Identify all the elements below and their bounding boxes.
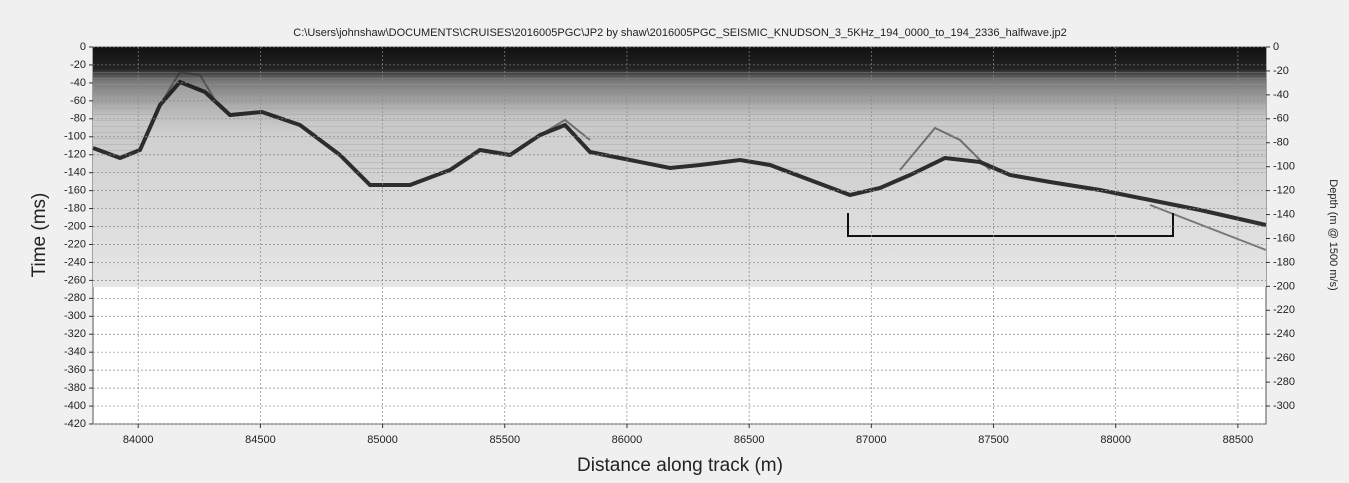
chart-title: C:\Users\johnshaw\DOCUMENTS\CRUISES\2016… (293, 27, 1066, 39)
x-axis-label: Distance along track (m) (577, 455, 783, 476)
x-tick-label: 84500 (245, 434, 276, 446)
y-tick-label: -60 (70, 95, 86, 107)
y-tick-label: -300 (64, 310, 86, 322)
y-tick-label: -260 (64, 274, 86, 286)
y2-tick-label: -20 (1273, 65, 1289, 77)
x-tick-label: 87500 (978, 434, 1009, 446)
y-tick-label: -200 (64, 220, 86, 232)
y-tick-label: -120 (64, 149, 86, 161)
y-tick-label: -380 (64, 382, 86, 394)
x-tick-label: 85000 (367, 434, 398, 446)
y-tick-label: 0 (80, 41, 86, 53)
y-tick-label: -320 (64, 328, 86, 340)
y2-tick-label: -120 (1273, 185, 1295, 197)
y-tick-label: -280 (64, 292, 86, 304)
y-tick-label: -400 (64, 400, 86, 412)
y2-tick-label: -280 (1273, 376, 1295, 388)
x-tick-label: 85500 (489, 434, 520, 446)
y2-tick-label: -80 (1273, 137, 1289, 149)
y2-tick-label: -180 (1273, 256, 1295, 268)
y2-tick-label: -220 (1273, 304, 1295, 316)
x-tick-label: 87000 (856, 434, 887, 446)
y-tick-label: -160 (64, 185, 86, 197)
x-tick-label: 88000 (1100, 434, 1131, 446)
y2-tick-label: -40 (1273, 89, 1289, 101)
bracket (847, 213, 1174, 237)
y-tick-label: -20 (70, 59, 86, 71)
y-tick-label: -360 (64, 364, 86, 376)
y2-tick-label: -200 (1273, 280, 1295, 292)
y2-axis-label: Depth (m @ 1500 m/s) (1327, 179, 1339, 290)
y2-tick-label: -140 (1273, 208, 1295, 220)
y-tick-label: -140 (64, 167, 86, 179)
y-axis-label: Time (ms) (29, 193, 50, 278)
y-tick-label: -180 (64, 202, 86, 214)
y-tick-label: -100 (64, 131, 86, 143)
y-tick-label: -420 (64, 418, 86, 430)
y2-tick-label: -260 (1273, 352, 1295, 364)
y-tick-label: -220 (64, 238, 86, 250)
y2-tick-label: -160 (1273, 232, 1295, 244)
y2-tick-label: -60 (1273, 113, 1289, 125)
x-tick-label: 84000 (123, 434, 154, 446)
y-tick-label: -340 (64, 346, 86, 358)
y2-tick-label: 0 (1273, 41, 1279, 53)
y-tick-label: -240 (64, 256, 86, 268)
y2-tick-label: -100 (1273, 161, 1295, 173)
y-tick-label: -40 (70, 77, 86, 89)
x-tick-label: 86000 (612, 434, 643, 446)
y-tick-label: -80 (70, 113, 86, 125)
y2-tick-label: -240 (1273, 328, 1295, 340)
x-tick-label: 86500 (734, 434, 765, 446)
y2-tick-label: -300 (1273, 400, 1295, 412)
x-tick-label: 88500 (1223, 434, 1254, 446)
